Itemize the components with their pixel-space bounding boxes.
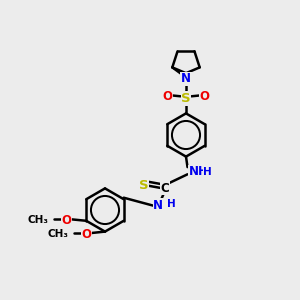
Text: S: S [139,178,148,192]
Text: O: O [81,228,92,241]
Text: O: O [200,90,210,104]
Text: N: N [153,199,163,212]
Text: C: C [160,182,169,195]
Text: H: H [203,167,212,177]
Text: NH: NH [189,165,209,178]
Text: O: O [162,90,172,104]
Text: CH₃: CH₃ [47,229,68,239]
Text: N: N [181,72,191,86]
Text: O: O [62,214,72,227]
Text: H: H [167,200,176,209]
Text: S: S [181,92,191,105]
Text: CH₃: CH₃ [28,215,49,225]
